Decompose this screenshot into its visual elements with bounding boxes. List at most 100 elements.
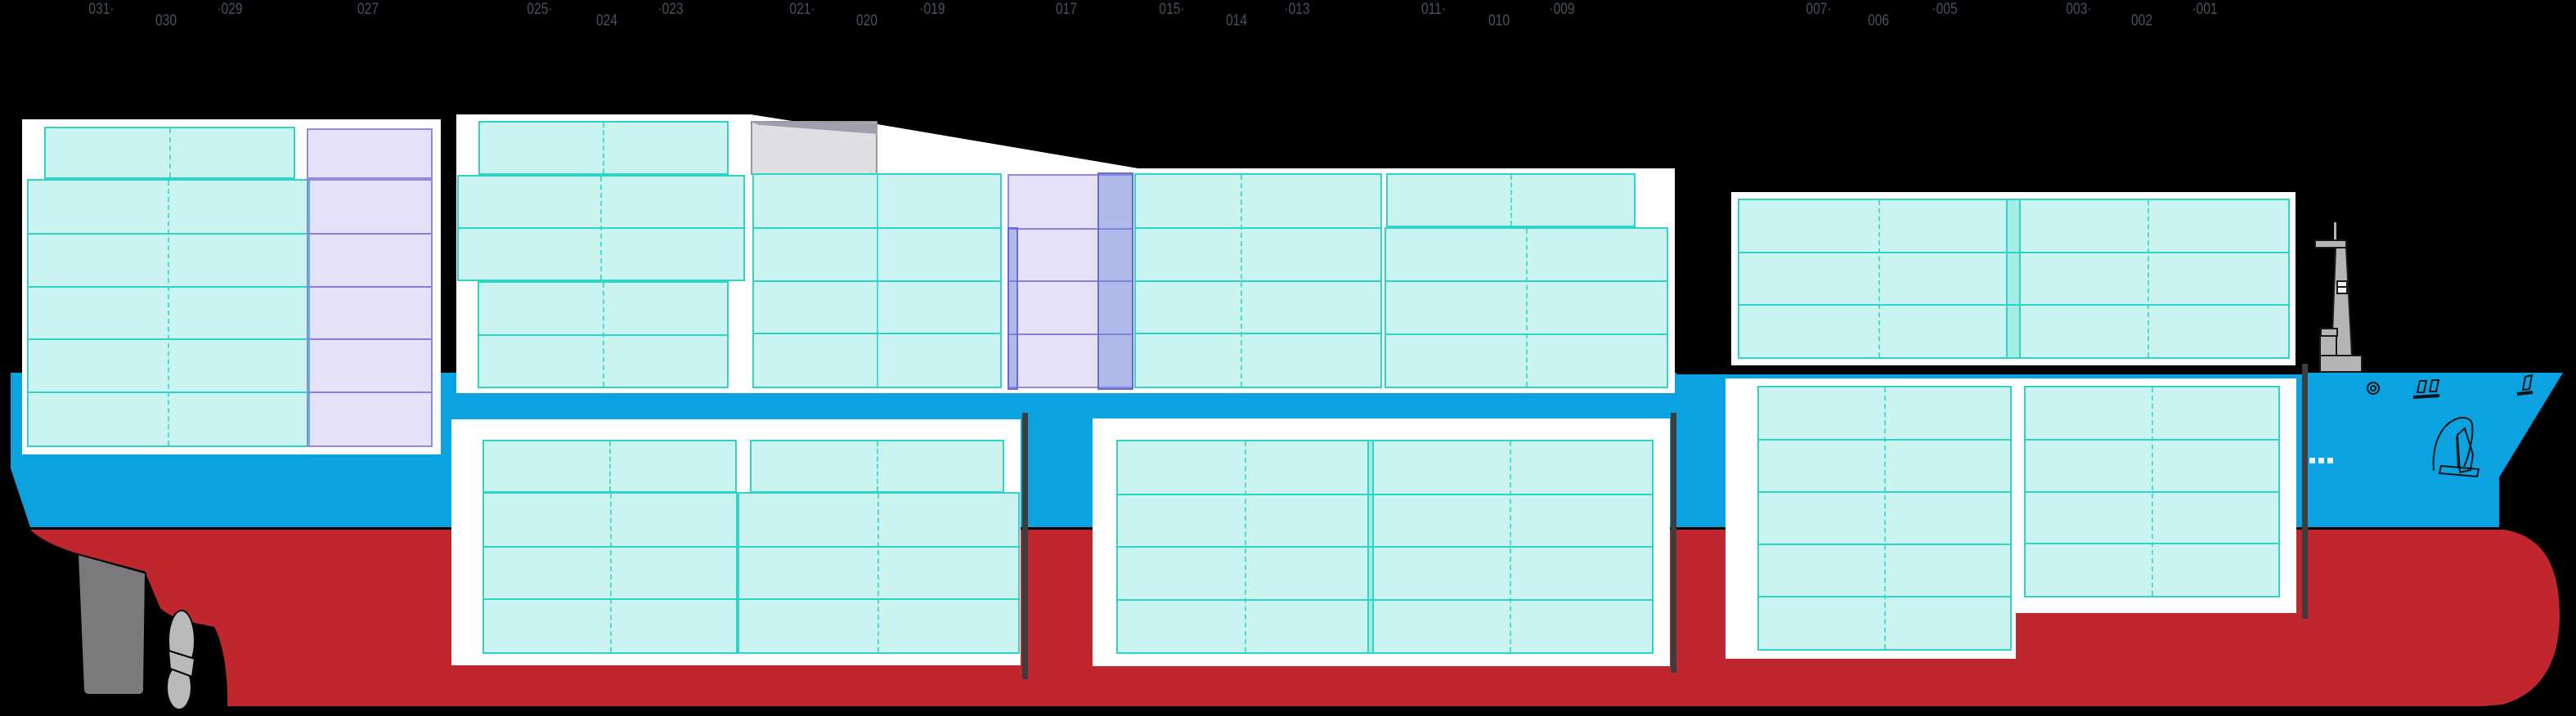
container-cell-block-deck-2[interactable]: [27, 179, 310, 447]
mast-step: [2319, 335, 2337, 357]
container-cell-block-deck-6[interactable]: [457, 175, 745, 281]
container-cell-block-hold-22[interactable]: [2024, 386, 2280, 597]
bay-number-label: 031·: [88, 1, 114, 18]
bay-number-label: ·013: [1284, 1, 1310, 18]
mast-yardarm: [2314, 239, 2347, 248]
container-cell-block-deck-1[interactable]: [44, 127, 295, 179]
column-divider: [876, 441, 878, 491]
column-divider: [2151, 387, 2153, 596]
column-divider: [1525, 229, 1528, 387]
deck-line-band: [1676, 365, 2304, 374]
container-cell-block-hold-21[interactable]: [1757, 386, 2012, 651]
windlass-icon: [2367, 382, 2380, 395]
row-divider: [308, 285, 431, 288]
anchor-icon-fluke: [2456, 427, 2475, 474]
hold-bulkhead-2: [1671, 413, 1676, 673]
bay-number-label: ·023: [657, 1, 684, 18]
column-divider: [603, 123, 604, 173]
column-divider: [1883, 387, 1886, 649]
column-divider: [168, 128, 171, 177]
column-divider: [1244, 441, 1246, 652]
highlight-column[interactable]: [1097, 172, 1133, 390]
bay-number-label: ·029: [217, 1, 243, 18]
bay-number-label: 024: [596, 12, 617, 29]
column-divider: [1878, 200, 1880, 357]
column-divider: [168, 181, 169, 445]
hold-panel-2: [1093, 418, 1670, 666]
container-cell-block-hold-17[interactable]: [482, 492, 739, 654]
deck-panel-fwd: [1731, 192, 2296, 365]
row-divider: [1136, 226, 1380, 229]
bow-square-3: [2327, 458, 2333, 463]
column-divider: [602, 283, 604, 387]
column-divider: [1241, 175, 1242, 387]
anchor-icon: [2432, 417, 2474, 472]
row-divider: [308, 392, 431, 394]
column-divider: [876, 175, 878, 387]
bow-square-2: [2318, 458, 2324, 463]
container-cell-block-deck-13[interactable]: [1738, 199, 2021, 359]
container-cell-block-deck-8[interactable]: [752, 173, 1002, 388]
anchor-icon-stock: [2438, 464, 2480, 478]
row-divider: [1136, 280, 1380, 282]
column-divider: [1510, 441, 1511, 652]
propeller-icon: [166, 610, 196, 710]
container-cell-block-deck-7[interactable]: [478, 281, 729, 388]
hold-bulkhead-1: [1022, 413, 1028, 679]
container-cell-block-hold-18[interactable]: [736, 492, 1020, 654]
hatch-window-icon-1: [2416, 380, 2428, 393]
row-divider: [1009, 227, 1132, 230]
bay-number-label: 015·: [1159, 1, 1185, 18]
container-cell-block-hold-16[interactable]: [750, 440, 1004, 493]
mast-base: [2319, 355, 2363, 373]
bay-number-label: 011·: [1420, 1, 1447, 18]
bay-number-label: 017: [1056, 1, 1077, 18]
column-divider: [1510, 175, 1512, 226]
column-divider: [608, 441, 611, 491]
windlass-icon-inner: [2370, 385, 2376, 392]
bow-square-1: [2309, 458, 2315, 463]
column-divider: [877, 494, 879, 652]
bay-number-label: 003·: [2066, 1, 2092, 18]
bay-number-label: 021·: [789, 1, 815, 18]
container-cell-block-deck-12[interactable]: [1384, 227, 1668, 388]
bay-number-label: 007·: [1806, 1, 1832, 18]
bay-number-label: 002: [2131, 12, 2152, 29]
container-cell-block-hold-19[interactable]: [1116, 440, 1374, 654]
mast-antenna: [2334, 222, 2336, 241]
hatch-window-icon-2: [2428, 379, 2440, 392]
container-cell-block-deck-5[interactable]: [478, 121, 729, 175]
highlight-sliver[interactable]: [1008, 227, 1018, 390]
row-divider: [1009, 333, 1132, 335]
bay-number-label: ·019: [919, 1, 945, 18]
container-cell-block-hold-20[interactable]: [1367, 440, 1654, 654]
container-cell-block-hold-15[interactable]: [482, 440, 737, 493]
column-divider: [610, 494, 612, 652]
bay-number-label: 006: [1868, 12, 1889, 29]
propeller-hub: [167, 649, 196, 678]
container-cell-block-deck-10[interactable]: [1134, 173, 1382, 388]
bow-deck-glyphs: [2367, 374, 2533, 478]
bow-flag-icon: [2521, 374, 2533, 392]
foremast: [2314, 222, 2363, 373]
container-cell-block-deck-14[interactable]: [2006, 199, 2290, 359]
container-cell-block-deck-11[interactable]: [1386, 173, 1636, 227]
column-divider: [2147, 200, 2149, 357]
row-divider: [1009, 280, 1132, 282]
column-divider: [600, 177, 602, 280]
container-cell-block-deck-3[interactable]: [307, 128, 433, 179]
anchor-icon-shank: [2456, 436, 2459, 468]
rudder: [76, 553, 147, 696]
bay-number-label: 020: [856, 12, 877, 29]
bay-number-label: 014: [1226, 12, 1247, 29]
bow-flag-underline: [2516, 391, 2533, 396]
container-cell-block-deck-4[interactable]: [307, 179, 433, 447]
bay-number-label: 025·: [527, 1, 553, 18]
hold-bulkhead-3: [2302, 364, 2308, 619]
row-divider: [308, 232, 431, 235]
bay-number-label: ·001: [2192, 1, 2218, 18]
mast-step-ledge: [2320, 328, 2338, 337]
hatch-window-underline: [2412, 394, 2440, 399]
bay-number-label: 030: [155, 12, 177, 29]
